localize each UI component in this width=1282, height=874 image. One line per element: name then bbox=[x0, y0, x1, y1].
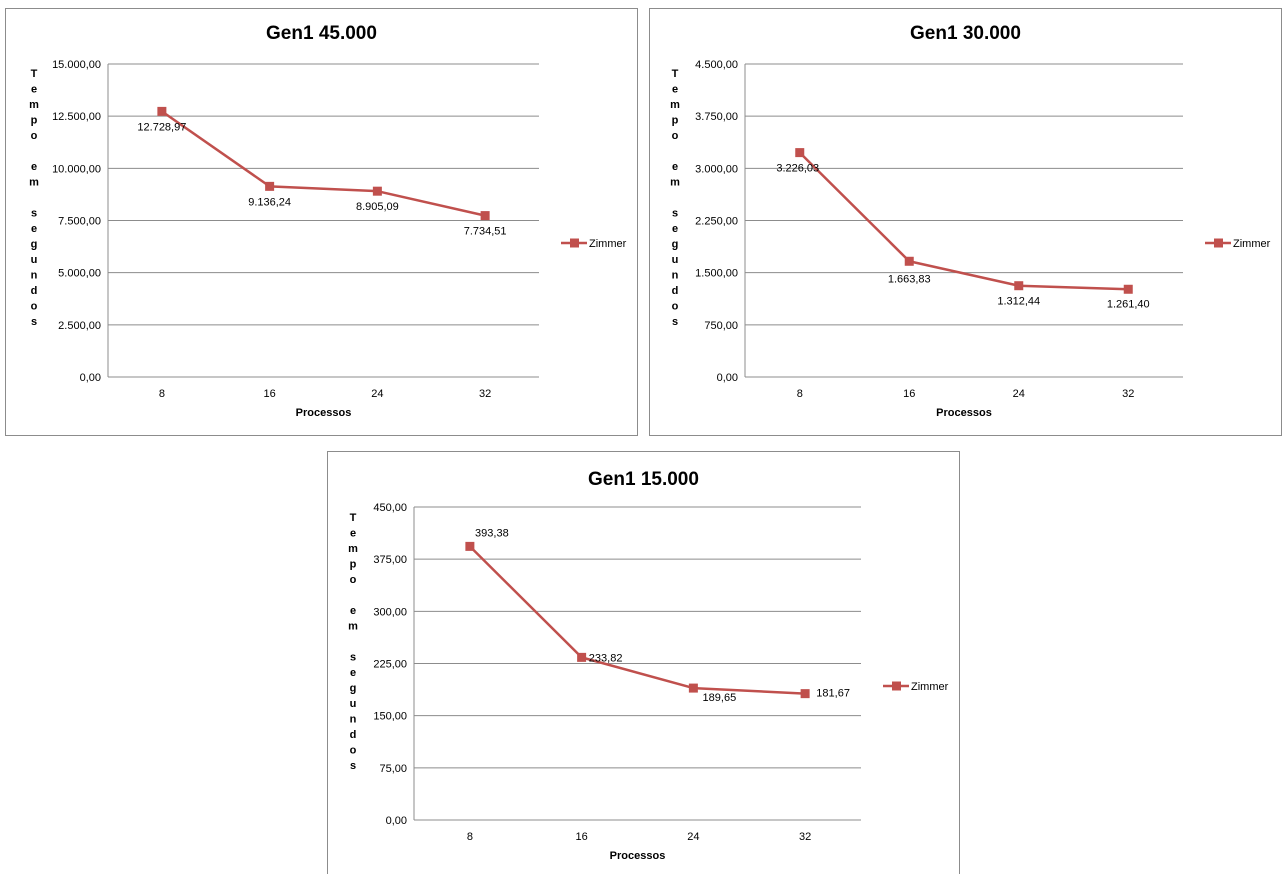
legend-label: Zimmer bbox=[1233, 238, 1271, 250]
data-point-marker bbox=[904, 256, 914, 266]
data-label: 8.905,09 bbox=[356, 201, 399, 213]
series-line bbox=[798, 151, 1129, 291]
chart-panel-gen1-15000: Gen1 15.000 0,00 75,00 150,00 225,00 300,00 37… bbox=[327, 451, 960, 874]
x-tick-label: 32 bbox=[799, 831, 811, 843]
data-label: 9.136,24 bbox=[248, 196, 291, 208]
x-tick-label: 16 bbox=[264, 388, 276, 400]
x-tick-label: 16 bbox=[576, 831, 588, 843]
legend-label: Zimmer bbox=[589, 238, 627, 250]
x-tick-label: 8 bbox=[159, 388, 165, 400]
data-label: 233,82 bbox=[589, 652, 623, 664]
data-point-marker bbox=[688, 683, 698, 693]
data-label: 1.312,44 bbox=[997, 296, 1040, 308]
x-tick-label: 8 bbox=[467, 831, 473, 843]
x-tick-label: 32 bbox=[1122, 388, 1134, 400]
legend-marker bbox=[1214, 238, 1223, 248]
data-point-marker bbox=[480, 211, 490, 221]
y-tick-label: 12.500,00 bbox=[52, 111, 101, 123]
chart-panel-gen1-45000: Gen1 45.000 0,00 2.500,00 5.000,00 7.500,00 1… bbox=[5, 8, 638, 436]
y-tick-label: 300,00 bbox=[373, 606, 407, 618]
chart-svg: Gen1 30.000 0,00 750,00 1.500,00 2.250,00 3.0… bbox=[670, 23, 1271, 419]
x-tick-label: 24 bbox=[687, 831, 699, 843]
data-label: 3.226,03 bbox=[776, 163, 819, 175]
y-tick-label: 225,00 bbox=[373, 659, 407, 671]
x-tick-label: 8 bbox=[797, 388, 803, 400]
y-tick-label: 2.250,00 bbox=[695, 216, 738, 228]
y-tick-label: 375,00 bbox=[373, 554, 407, 566]
data-label: 393,38 bbox=[475, 527, 509, 539]
data-point-marker bbox=[795, 148, 805, 158]
x-tick-label: 16 bbox=[903, 388, 915, 400]
chart-title: Gen1 15.000 bbox=[588, 469, 699, 490]
y-tick-label: 0,00 bbox=[80, 372, 101, 384]
x-tick-label: 24 bbox=[371, 388, 383, 400]
data-point-marker bbox=[465, 541, 475, 551]
legend: Zimmer bbox=[561, 238, 627, 250]
legend-marker bbox=[892, 681, 901, 691]
x-axis-label: Processos bbox=[296, 407, 352, 419]
data-point-marker bbox=[800, 689, 810, 699]
series-line bbox=[468, 545, 806, 695]
data-point-marker bbox=[577, 652, 587, 662]
data-label: 1.663,83 bbox=[888, 273, 931, 285]
legend: Zimmer bbox=[1205, 238, 1271, 250]
y-tick-label: 3.750,00 bbox=[695, 111, 738, 123]
x-axis-label: Processos bbox=[610, 850, 666, 862]
x-tick-label: 32 bbox=[479, 388, 491, 400]
x-axis-label: Processos bbox=[936, 407, 992, 419]
y-tick-label: 4.500,00 bbox=[695, 59, 738, 71]
y-tick-label: 750,00 bbox=[704, 320, 738, 332]
y-tick-label: 7.500,00 bbox=[58, 216, 101, 228]
data-point-marker bbox=[265, 181, 275, 191]
legend: Zimmer bbox=[883, 681, 949, 693]
series-line bbox=[161, 110, 486, 217]
chart-svg: Gen1 15.000 0,00 75,00 150,00 225,00 300,00 37… bbox=[348, 469, 949, 862]
y-tick-label: 15.000,00 bbox=[52, 59, 101, 71]
y-tick-label: 1.500,00 bbox=[695, 268, 738, 280]
y-tick-label: 75,00 bbox=[379, 763, 407, 775]
y-tick-label: 450,00 bbox=[373, 502, 407, 514]
data-point-marker bbox=[1014, 281, 1024, 291]
data-point-marker bbox=[157, 106, 167, 116]
y-tick-label: 0,00 bbox=[386, 815, 407, 827]
legend-marker bbox=[570, 238, 579, 248]
y-tick-label: 3.000,00 bbox=[695, 163, 738, 175]
chart-title: Gen1 30.000 bbox=[910, 23, 1021, 44]
chart-panel-gen1-30000: Gen1 30.000 0,00 750,00 1.500,00 2.250,00 3.0… bbox=[649, 8, 1282, 436]
y-tick-label: 10.000,00 bbox=[52, 163, 101, 175]
y-tick-label: 5.000,00 bbox=[58, 268, 101, 280]
y-tick-label: 0,00 bbox=[717, 372, 738, 384]
y-tick-label: 150,00 bbox=[373, 711, 407, 723]
data-point-marker bbox=[1123, 284, 1133, 294]
chart-svg: Gen1 45.000 0,00 2.500,00 5.000,00 7.500,00 1… bbox=[29, 23, 627, 419]
y-tick-label: 2.500,00 bbox=[58, 320, 101, 332]
x-tick-label: 24 bbox=[1013, 388, 1025, 400]
data-label: 181,67 bbox=[816, 688, 850, 700]
data-label: 1.261,40 bbox=[1107, 298, 1150, 310]
data-point-marker bbox=[372, 186, 382, 196]
legend-label: Zimmer bbox=[911, 681, 949, 693]
data-label: 12.728,97 bbox=[137, 121, 186, 133]
data-label: 7.734,51 bbox=[464, 226, 507, 238]
data-label: 189,65 bbox=[703, 692, 737, 704]
chart-title: Gen1 45.000 bbox=[266, 23, 377, 44]
